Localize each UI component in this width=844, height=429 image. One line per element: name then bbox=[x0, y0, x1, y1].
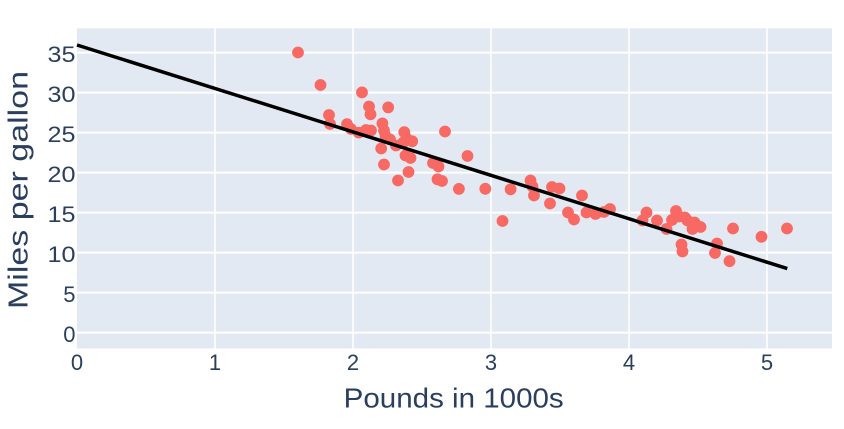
svg-text:30: 30 bbox=[48, 82, 76, 107]
svg-text:0: 0 bbox=[63, 322, 75, 347]
svg-text:1: 1 bbox=[209, 350, 221, 375]
svg-text:20: 20 bbox=[48, 162, 76, 187]
svg-text:0: 0 bbox=[71, 350, 83, 375]
svg-text:5: 5 bbox=[761, 350, 773, 375]
svg-text:Miles per gallon: Miles per gallon bbox=[3, 71, 34, 309]
svg-text:3: 3 bbox=[485, 350, 497, 375]
svg-text:2: 2 bbox=[347, 350, 359, 375]
svg-text:15: 15 bbox=[48, 202, 76, 227]
svg-text:5: 5 bbox=[63, 282, 75, 307]
svg-text:4: 4 bbox=[623, 350, 635, 375]
svg-text:10: 10 bbox=[48, 242, 76, 267]
svg-text:35: 35 bbox=[48, 42, 76, 67]
svg-text:Pounds in 1000s: Pounds in 1000s bbox=[344, 382, 564, 413]
svg-text:25: 25 bbox=[48, 122, 76, 147]
